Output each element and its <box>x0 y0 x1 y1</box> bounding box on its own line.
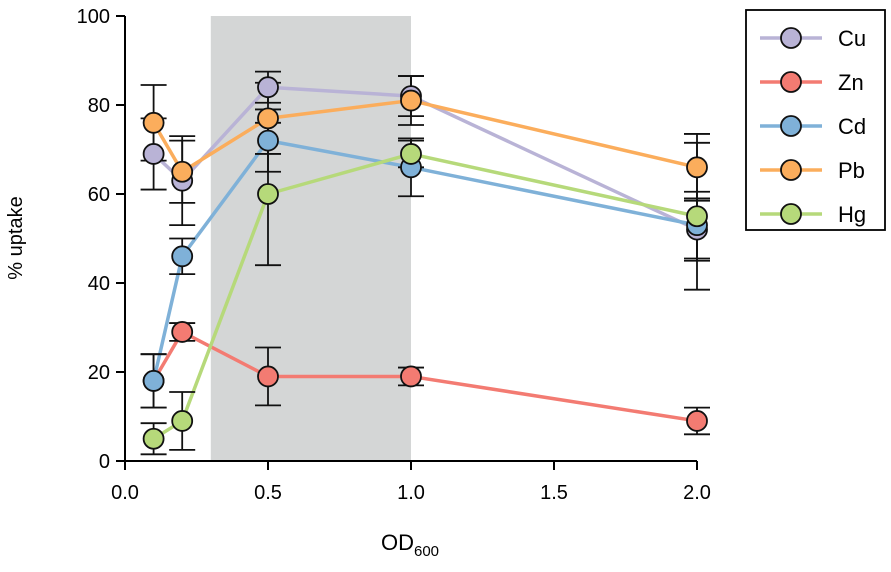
data-point-cd <box>257 129 279 152</box>
data-point-pb <box>171 160 194 183</box>
data-point-zn <box>171 321 194 343</box>
data-point-pb <box>142 111 165 134</box>
legend-marker-pb <box>780 159 802 181</box>
data-point-pb <box>686 156 708 179</box>
y-axis-label: % uptake <box>5 196 27 279</box>
data-point-zn <box>400 365 422 388</box>
y-tick-label: 0 <box>99 451 110 473</box>
data-point-cd <box>142 369 165 392</box>
legend-label-pb: Pb <box>838 158 865 183</box>
y-tick-label: 60 <box>88 184 110 206</box>
legend-label-zn: Zn <box>838 70 864 95</box>
y-tick-label: 100 <box>77 6 110 28</box>
x-tick-label: 1.5 <box>540 482 568 504</box>
x-axis-label: OD600 <box>381 530 439 560</box>
x-tick-label: 0.0 <box>111 482 139 504</box>
data-point-zn <box>257 365 279 388</box>
y-tick-label: 40 <box>88 273 110 295</box>
legend-marker-cu <box>780 27 802 49</box>
x-tick-label: 1.0 <box>397 482 425 504</box>
shaded-region <box>210 16 411 461</box>
y-tick-label: 80 <box>88 95 110 117</box>
data-point-hg <box>171 410 194 432</box>
legend-label-cd: Cd <box>838 114 866 139</box>
data-point-pb <box>257 107 279 130</box>
data-point-hg <box>686 205 708 228</box>
x-tick-label: 2.0 <box>683 482 711 504</box>
data-point-cd <box>171 245 194 268</box>
legend-box <box>745 9 886 231</box>
data-point-pb <box>400 89 422 112</box>
x-tick-label: 0.5 <box>254 482 282 504</box>
data-point-cu <box>257 76 279 99</box>
data-point-hg <box>257 183 279 205</box>
x-axis-label-subscript: 600 <box>414 543 439 560</box>
legend-marker-hg <box>780 203 802 225</box>
x-axis-label-main: OD <box>381 530 414 555</box>
data-point-zn <box>686 410 708 432</box>
data-point-hg <box>400 143 422 165</box>
data-point-cu <box>142 143 165 165</box>
legend-label-hg: Hg <box>838 202 866 227</box>
legend-label-cu: Cu <box>838 26 866 51</box>
data-point-hg <box>142 427 165 450</box>
y-tick-label: 20 <box>88 362 110 384</box>
legend-marker-zn <box>780 71 802 93</box>
legend-marker-cd <box>780 115 802 137</box>
